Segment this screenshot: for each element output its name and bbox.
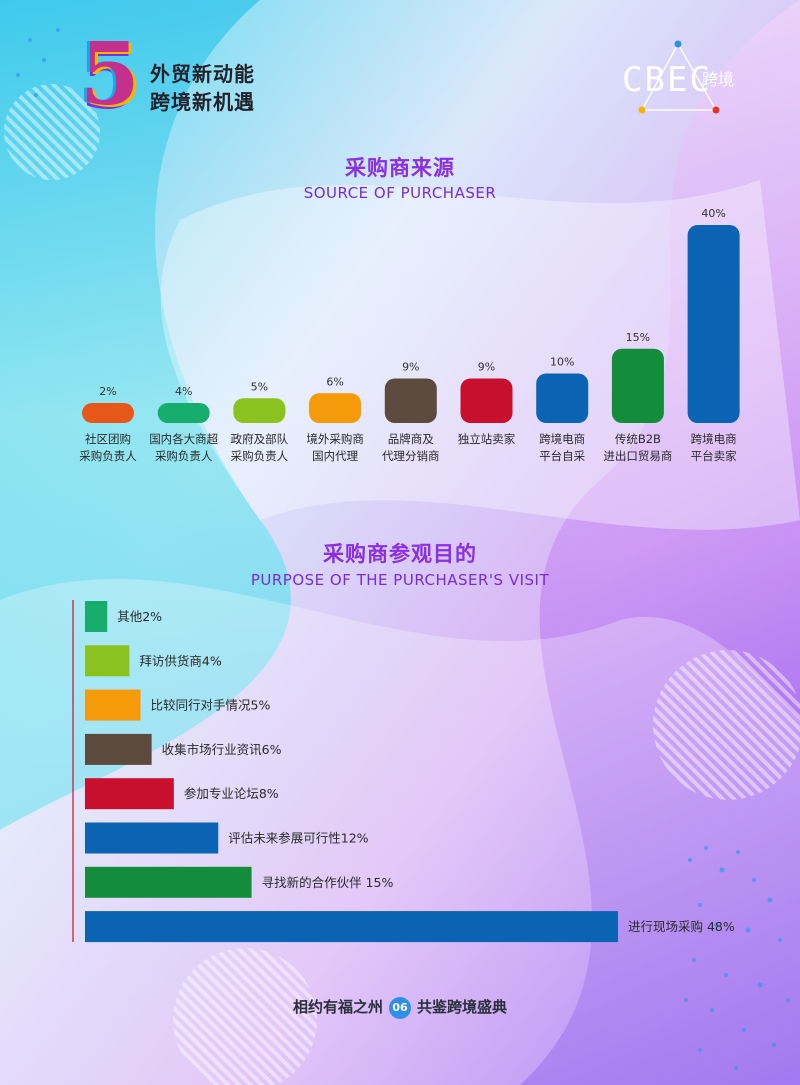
bar-5 (384, 378, 437, 423)
bar-2 (157, 403, 210, 423)
bar-4 (309, 393, 362, 423)
hbar-7 (85, 866, 252, 898)
category-label: 品牌商及 (388, 432, 434, 446)
bar-value-label: 4% (175, 385, 192, 398)
bar-7 (536, 373, 589, 423)
category-label: 社区团购 (85, 432, 131, 446)
hbar-label: 寻找新的合作伙伴 15% (262, 875, 394, 890)
chart2-subtitle: PURPOSE OF THE PURCHASER'S VISIT (250, 571, 550, 589)
bar-8 (611, 348, 664, 423)
brand-tagline-1: 外贸新动能 (150, 62, 255, 86)
hbar-6 (85, 822, 219, 854)
chart1-subtitle: SOURCE OF PURCHASER (303, 184, 497, 202)
category-label: 平台卖家 (691, 449, 737, 463)
bar-3 (233, 398, 286, 423)
cbec-logo-icon (638, 40, 720, 114)
hbar-label: 收集市场行业资讯6% (162, 742, 282, 757)
bar-value-label: 10% (550, 356, 574, 369)
category-label: 采购负责人 (79, 449, 137, 463)
category-label: 传统B2B (615, 432, 661, 446)
bar-value-label: 15% (626, 331, 650, 344)
chart1-title: 采购商来源 (345, 156, 455, 180)
bar-9 (687, 225, 740, 423)
bar-value-label: 9% (402, 360, 419, 373)
brand-number-logo: 5 (80, 24, 140, 125)
logo-cbec-text: CBEC (622, 60, 712, 100)
bar-value-label: 5% (251, 380, 268, 393)
footer-right-text: 共鉴跨境盛典 (417, 998, 508, 1016)
bar-value-label: 40% (701, 207, 725, 220)
hbar-label: 进行现场采购 48% (628, 919, 735, 934)
hbar-label: 其他2% (117, 609, 162, 624)
category-label: 跨境电商 (539, 432, 585, 446)
category-label: 独立站卖家 (458, 432, 516, 446)
bar-1 (82, 403, 134, 423)
category-label: 国内各大商超 (149, 432, 218, 446)
page-number-badge: 06 (389, 997, 411, 1019)
category-label: 境外采购商 (306, 432, 364, 446)
category-label: 代理分销商 (382, 449, 440, 463)
hbar-8 (85, 911, 618, 943)
hbar-label: 评估未来参展可行性12% (228, 831, 368, 846)
hbar-label: 参加专业论坛8% (184, 786, 279, 801)
bar-value-label: 6% (326, 375, 343, 388)
category-label: 进出口贸易商 (603, 449, 672, 463)
bar-6 (460, 378, 513, 423)
bar-value-label: 9% (478, 360, 495, 373)
category-label: 跨境电商 (691, 432, 737, 446)
hbar-4 (85, 733, 152, 765)
chart2-title: 采购商参观目的 (323, 542, 477, 566)
hbar-2 (85, 645, 130, 677)
category-label: 平台自采 (539, 449, 585, 463)
category-label: 采购负责人 (155, 449, 213, 463)
category-label: 采购负责人 (231, 449, 289, 463)
category-label: 政府及部队 (231, 432, 289, 446)
hbar-label: 比较同行对手情况5% (151, 698, 271, 713)
hbar-label: 拜访供货商4% (139, 653, 221, 668)
logo-cross-border-text: 跨境 (702, 70, 735, 89)
hbar-5 (85, 778, 174, 810)
category-label: 国内代理 (312, 449, 358, 463)
brand-tagline-2: 跨境新机遇 (150, 90, 255, 114)
hbar-1 (85, 601, 108, 632)
hbar-3 (85, 689, 141, 721)
footer: 相约有福之州 06 共鉴跨境盛典 (0, 996, 800, 1019)
bar-value-label: 2% (99, 385, 116, 398)
footer-left-text: 相约有福之州 (292, 998, 383, 1016)
